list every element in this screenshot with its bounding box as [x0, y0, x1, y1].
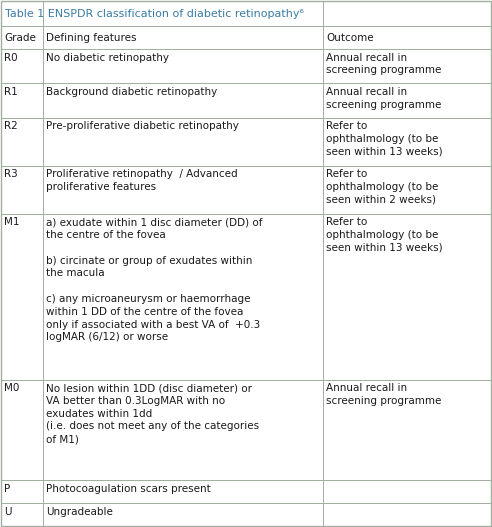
Bar	[1, 83, 491, 118]
Text: Ungradeable: Ungradeable	[46, 506, 113, 516]
Text: Photocoagulation scars present: Photocoagulation scars present	[46, 484, 211, 494]
Text: Pre-proliferative diabetic retinopathy: Pre-proliferative diabetic retinopathy	[46, 121, 239, 131]
Text: Refer to
ophthalmology (to be
seen within 13 weeks): Refer to ophthalmology (to be seen withi…	[326, 217, 443, 253]
Text: Refer to
ophthalmology (to be
seen within 2 weeks): Refer to ophthalmology (to be seen withi…	[326, 169, 438, 205]
Text: R0: R0	[4, 53, 18, 63]
Text: Background diabetic retinopathy: Background diabetic retinopathy	[46, 87, 217, 97]
Bar	[1, 49, 491, 83]
Bar	[1, 26, 491, 49]
Text: a) exudate within 1 disc diameter (DD) of
the centre of the fovea

b) circinate : a) exudate within 1 disc diameter (DD) o…	[46, 217, 263, 343]
Text: Refer to
ophthalmology (to be
seen within 13 weeks): Refer to ophthalmology (to be seen withi…	[326, 121, 443, 157]
Text: P: P	[4, 484, 10, 494]
Text: Defining features: Defining features	[46, 33, 136, 43]
Text: No lesion within 1DD (disc diameter) or
VA better than 0.3LogMAR with no
exudate: No lesion within 1DD (disc diameter) or …	[46, 383, 259, 444]
Bar	[1, 118, 491, 165]
Text: Annual recall in
screening programme: Annual recall in screening programme	[326, 87, 441, 110]
Text: Annual recall in
screening programme: Annual recall in screening programme	[326, 383, 441, 406]
Bar	[1, 379, 491, 480]
Text: R3: R3	[4, 169, 18, 179]
Bar	[1, 503, 491, 526]
Text: M0: M0	[4, 383, 19, 393]
Text: R2: R2	[4, 121, 18, 131]
Bar	[1, 165, 491, 214]
Text: M1: M1	[4, 217, 20, 227]
Text: R1: R1	[4, 87, 18, 97]
Bar	[1, 1, 491, 26]
Text: Grade: Grade	[4, 33, 36, 43]
Bar	[1, 480, 491, 503]
Text: Proliferative retinopathy  / Advanced
proliferative features: Proliferative retinopathy / Advanced pro…	[46, 169, 238, 192]
Text: No diabetic retinopathy: No diabetic retinopathy	[46, 53, 169, 63]
Text: Outcome: Outcome	[326, 33, 373, 43]
Text: Table 1 ENSPDR classification of diabetic retinopathy⁶: Table 1 ENSPDR classification of diabeti…	[5, 8, 304, 18]
Text: Annual recall in
screening programme: Annual recall in screening programme	[326, 53, 441, 75]
Text: U: U	[4, 506, 11, 516]
Bar	[1, 214, 491, 379]
